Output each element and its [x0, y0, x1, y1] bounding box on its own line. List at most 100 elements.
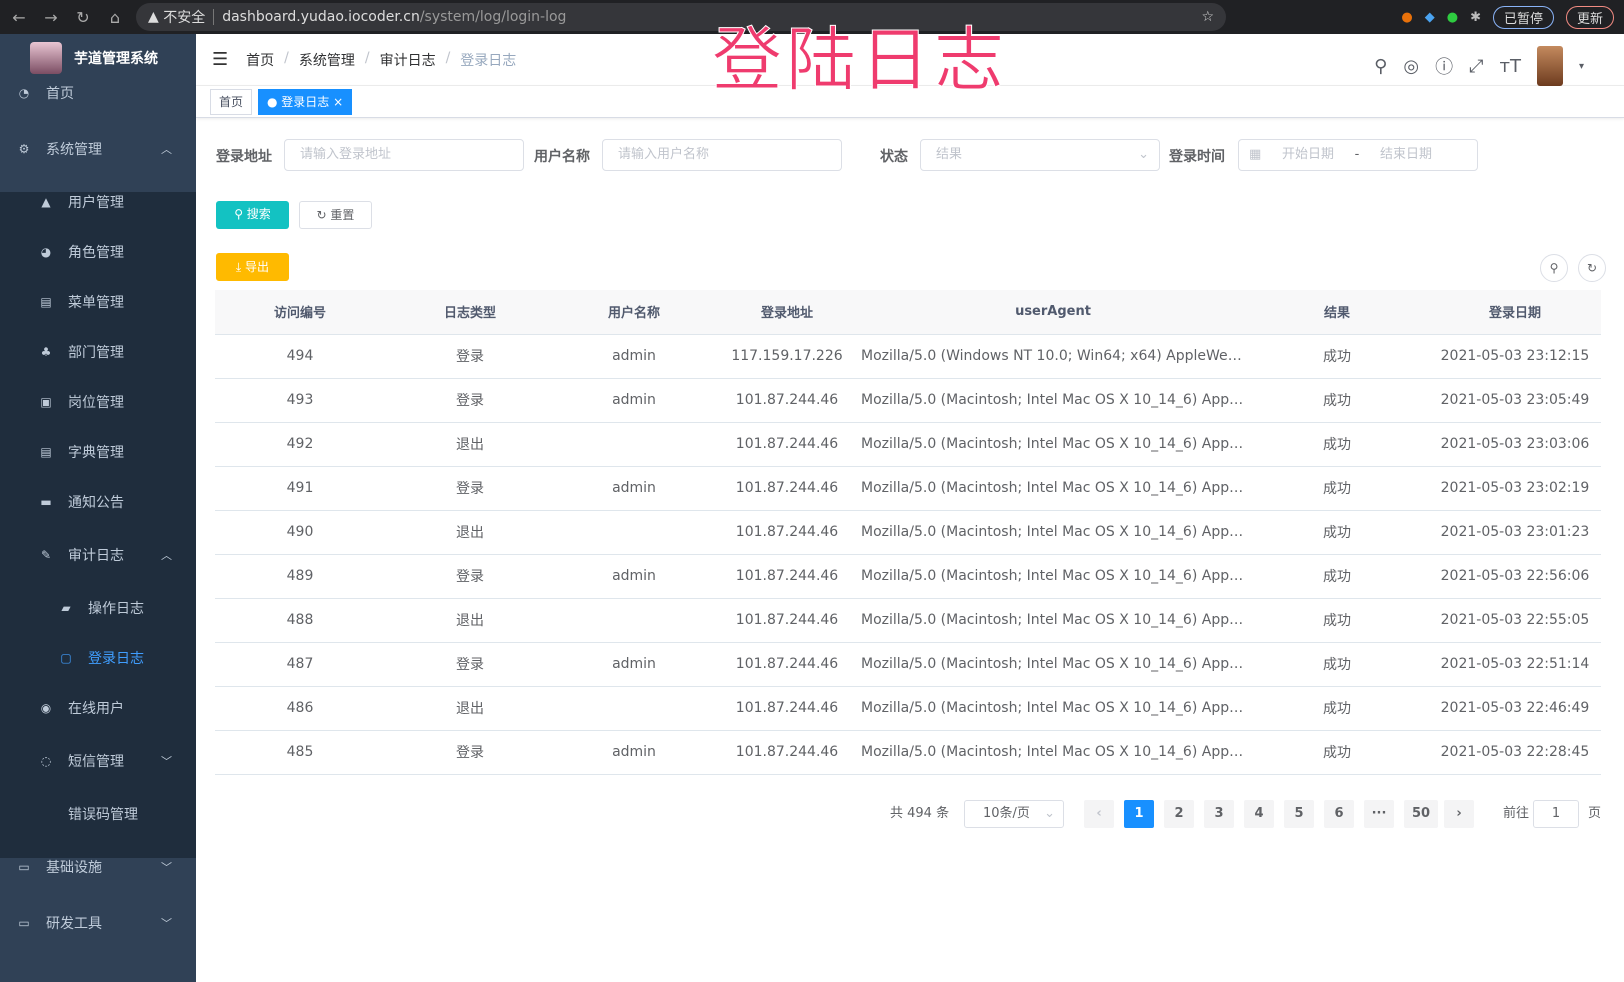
fullscreen-icon[interactable]: ⤢ [1469, 55, 1484, 77]
page-button[interactable]: 2 [1164, 800, 1194, 828]
prev-page-button[interactable]: ‹ [1084, 800, 1114, 828]
toggle-search-button[interactable]: ⚲ [1540, 254, 1568, 282]
table-cell: Mozilla/5.0 (Windows NT 10.0; Win64; x64… [861, 334, 1245, 379]
goto-page-input[interactable]: 1 [1533, 800, 1579, 828]
sidebar-item-label: 在线用户 [68, 701, 124, 717]
sidebar-item[interactable]: ◌ 短信管理 ﹀ [0, 741, 196, 781]
home-icon[interactable]: ⌂ [109, 7, 121, 27]
font-size-icon[interactable]: ᴛT [1499, 55, 1521, 77]
breadcrumb-item[interactable]: 审计日志 [379, 52, 436, 69]
end-date[interactable]: 结束日期 [1380, 147, 1433, 162]
tool-icon: ▭ [18, 916, 30, 930]
avatar[interactable] [1536, 46, 1563, 86]
sidebar-item-label: 字典管理 [68, 445, 124, 461]
goto-suffix: 页 [1588, 806, 1602, 821]
table-row: 491 登录 admin 101.87.244.46 Mozilla/5.0 (Maci… [215, 466, 1601, 511]
sidebar-item[interactable]: ▣ 岗位管理 [0, 382, 196, 422]
tags-view: 首页 ● 登录日志 × [196, 86, 1624, 118]
page-button[interactable]: ··· [1364, 800, 1394, 828]
sidebar-item[interactable]: ▢ 登录日志 [0, 638, 196, 678]
sidebar-item[interactable]: ◉ 在线用户 [0, 688, 196, 728]
date-range-picker[interactable]: ▦ 开始日期 - 结束日期 [1238, 139, 1478, 171]
export-button[interactable]: ⤓ 导出 [216, 253, 289, 281]
sidebar-item[interactable]: ▭ 研发工具 ﹀ [0, 903, 196, 943]
sidebar-item[interactable]: ⚙ 系统管理 ︿ [0, 129, 196, 169]
breadcrumb-item: 登录日志 [460, 52, 517, 69]
sidebar-item[interactable]: ▰ 操作日志 [0, 588, 196, 628]
tag-login-log[interactable]: ● 登录日志 × [258, 89, 353, 115]
dashboard-icon: ◔ [18, 86, 30, 100]
search-icon[interactable]: ⚲ [1374, 55, 1388, 77]
page-button[interactable]: 1 [1124, 800, 1154, 828]
page-button[interactable]: 6 [1324, 800, 1354, 828]
start-date[interactable]: 开始日期 [1281, 147, 1334, 162]
table-cell [555, 422, 713, 467]
table-cell [555, 686, 713, 731]
breadcrumb-item[interactable]: 首页 [246, 52, 275, 69]
extension-icon[interactable]: ● [1446, 9, 1459, 25]
reset-button[interactable]: ↻ 重置 [299, 201, 372, 229]
refresh-button[interactable]: ↻ [1578, 254, 1606, 282]
page-button[interactable]: 4 [1244, 800, 1274, 828]
page-size-select[interactable]: 10条/页 ⌄ [964, 800, 1064, 828]
column-header: 结果 [1245, 290, 1429, 335]
total-count: 共 494 条 [890, 806, 950, 821]
sidebar-item[interactable]: ▤ 菜单管理 [0, 282, 196, 322]
sidebar-item[interactable]: ▭ 基础设施 ﹀ [0, 847, 196, 887]
column-header: 登录日期 [1429, 290, 1601, 335]
sidebar-item[interactable]: ✎ 审计日志 ︿ [0, 535, 196, 575]
security-label: 不安全 [163, 10, 206, 26]
log-icon: ✎ [40, 548, 52, 562]
table-cell: 489 [215, 554, 385, 599]
sidebar-item[interactable]: ▤ 字典管理 [0, 432, 196, 472]
next-page-button[interactable]: › [1444, 800, 1474, 828]
table-cell: admin [555, 554, 713, 599]
sidebar-item[interactable]: ◔ 首页 [0, 73, 196, 113]
table-cell: 成功 [1245, 422, 1429, 467]
forward-icon[interactable]: → [44, 7, 58, 27]
sidebar-item[interactable]: ▬ 通知公告 [0, 482, 196, 522]
profile-button[interactable]: 已暂停 [1492, 5, 1554, 29]
table-row: 492 退出 101.87.244.46 Mozilla/5.0 (Macintosh… [215, 422, 1601, 467]
update-button[interactable]: 更新 [1565, 5, 1614, 29]
page-button[interactable]: 5 [1284, 800, 1314, 828]
page-button[interactable]: 3 [1204, 800, 1234, 828]
back-icon[interactable]: ← [12, 7, 26, 27]
table-cell: 2021-05-03 23:12:15 [1429, 334, 1601, 379]
table-cell: Mozilla/5.0 (Macintosh; Intel Mac OS X 1… [861, 730, 1245, 775]
github-icon[interactable]: ◎ [1403, 55, 1420, 77]
sidebar-item[interactable]: ♣ 部门管理 [0, 332, 196, 372]
table-cell: Mozilla/5.0 (Macintosh; Intel Mac OS X 1… [861, 510, 1245, 555]
close-icon[interactable]: × [333, 95, 344, 109]
sidebar-item-label: 操作日志 [88, 601, 144, 617]
page-button[interactable]: 50 [1404, 800, 1438, 828]
sidebar-item-label: 首页 [46, 86, 74, 102]
goto-label: 前往 [1503, 806, 1530, 821]
range-separator: - [1354, 147, 1360, 162]
extension-icon[interactable]: ◆ [1424, 9, 1435, 25]
tree-icon: ♣ [40, 345, 52, 359]
address-bar[interactable]: ▲ 不安全 dashboard.yudao.iocoder.cn/system/… [136, 3, 1226, 31]
extensions-puzzle-icon[interactable]: ✱ [1470, 9, 1481, 25]
breadcrumb-item[interactable]: 系统管理 [298, 52, 355, 69]
status-select[interactable]: 结果 ⌄ [920, 139, 1160, 171]
sidebar-item[interactable]: ▲ 用户管理 [0, 182, 196, 222]
ip-input[interactable]: 请输入登录地址 [284, 139, 524, 171]
search-button[interactable]: ⚲ 搜索 [216, 201, 289, 229]
chevron-icon: ︿ [161, 549, 172, 562]
caret-down-icon[interactable]: ▾ [1578, 60, 1584, 72]
table-cell: 486 [215, 686, 385, 731]
gear-icon: ⚙ [18, 142, 30, 156]
star-icon[interactable]: ☆ [1201, 9, 1214, 25]
hamburger-icon[interactable]: ☰ [212, 49, 229, 70]
help-icon[interactable]: ⓘ [1435, 57, 1454, 78]
sidebar-item-label: 系统管理 [46, 142, 102, 158]
reload-icon[interactable]: ↻ [76, 7, 90, 27]
sidebar-item[interactable]: 错误码管理 [0, 794, 196, 834]
sidebar-item[interactable]: ◕ 角色管理 [0, 232, 196, 272]
tag-home[interactable]: 首页 [210, 89, 253, 115]
username-input[interactable]: 请输入用户名称 [602, 139, 842, 171]
app-logo[interactable]: 芋道管理系统 [30, 42, 158, 74]
table-cell: 成功 [1245, 378, 1429, 423]
extension-icon[interactable]: ● [1401, 9, 1413, 25]
